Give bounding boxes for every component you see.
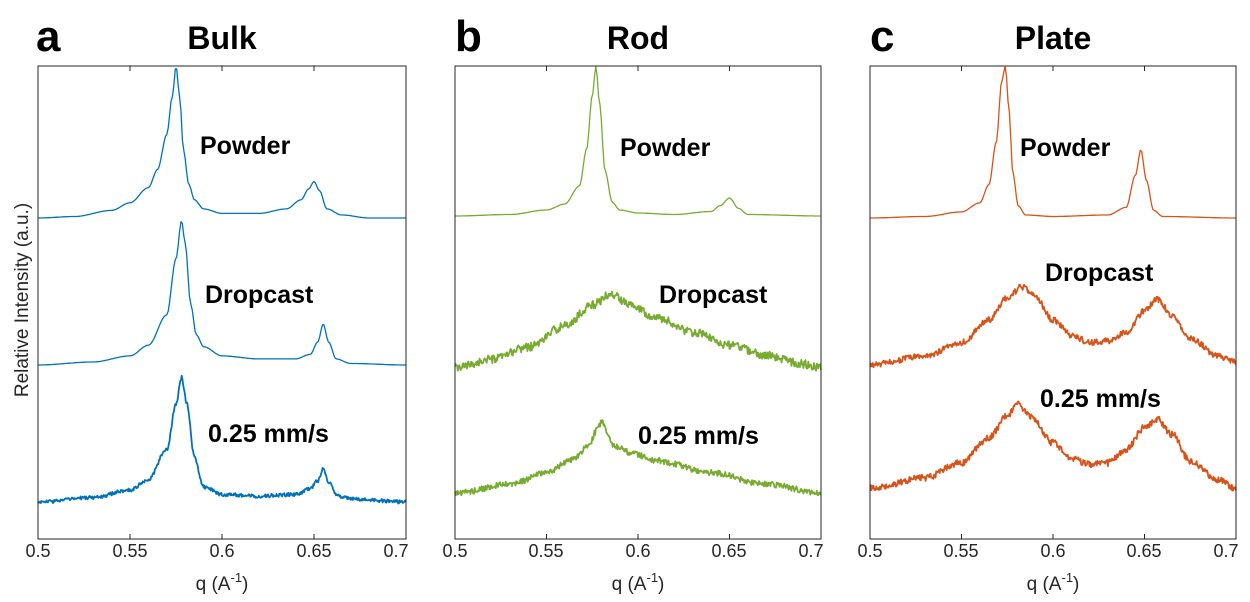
- panel-title: Rod: [607, 20, 669, 56]
- panel-title: Bulk: [187, 20, 257, 56]
- panel-a: a Bulk Powder Dropcast 0.25 mm/s 0.5 0.5…: [25, 12, 408, 595]
- panel-c: c Plate Powder Dropcast 0.25 mm/s 0.5 0.…: [857, 12, 1238, 595]
- x-tick-marks: [454, 66, 822, 539]
- x-tick-marks: [869, 66, 1237, 539]
- x-axis-label: q (A-1): [612, 570, 665, 595]
- curve-label-dropcast: Dropcast: [659, 281, 768, 309]
- series-line-dropcast: [454, 290, 822, 372]
- x-tick-label: 0.7: [1213, 541, 1238, 561]
- plot-area: [37, 68, 407, 505]
- curve-label-powder: Powder: [200, 132, 291, 160]
- x-tick-labels: 0.5 0.55 0.6 0.65 0.7: [442, 541, 823, 561]
- plot-area: [869, 65, 1237, 492]
- curve-label-speed: 0.25 mm/s: [638, 422, 759, 450]
- curve-label-speed: 0.25 mm/s: [208, 420, 329, 448]
- series-line-dropcast: [38, 221, 406, 366]
- plot-area: [454, 65, 822, 497]
- curve-label-dropcast: Dropcast: [1045, 259, 1154, 287]
- x-tick-label: 0.7: [383, 541, 408, 561]
- curve-label-powder: Powder: [1020, 134, 1111, 162]
- x-tick-label: 0.6: [1040, 541, 1065, 561]
- curve-label-powder: Powder: [620, 134, 711, 162]
- x-tick-label: 0.55: [528, 541, 563, 561]
- series-line-dropcast: [869, 283, 1237, 369]
- x-tick-label: 0.55: [112, 541, 147, 561]
- x-tick-labels: 0.5 0.55 0.6 0.65 0.7: [25, 541, 408, 561]
- x-tick-label: 0.5: [25, 541, 50, 561]
- series-line-0-25-mm-s: [37, 374, 407, 505]
- panel-b: b Rod Powder Dropcast 0.25 mm/s 0.5 0.55…: [442, 12, 823, 595]
- series-line-powder: [870, 65, 1236, 219]
- panel-title: Plate: [1015, 20, 1091, 56]
- x-tick-label: 0.6: [209, 541, 234, 561]
- series-line-0-25-mm-s: [869, 400, 1237, 492]
- x-tick-labels: 0.5 0.55 0.6 0.65 0.7: [857, 541, 1238, 561]
- panel-letter: a: [36, 12, 61, 61]
- x-axis-label: q (A-1): [1027, 570, 1080, 595]
- series-line-powder: [455, 65, 821, 217]
- x-tick-label: 0.65: [1126, 541, 1161, 561]
- x-tick-label: 0.6: [625, 541, 650, 561]
- x-tick-label: 0.7: [798, 541, 823, 561]
- x-tick-label: 0.55: [943, 541, 978, 561]
- curve-label-speed: 0.25 mm/s: [1040, 385, 1161, 413]
- x-tick-marks: [37, 66, 407, 539]
- series-line-powder: [38, 68, 406, 219]
- x-tick-label: 0.5: [442, 541, 467, 561]
- x-tick-label: 0.5: [857, 541, 882, 561]
- x-tick-label: 0.65: [711, 541, 746, 561]
- y-axis-label: Relative Intensity (a.u.): [12, 203, 33, 397]
- panel-letter: c: [870, 12, 894, 61]
- series-line-0-25-mm-s: [454, 419, 822, 497]
- panel-letter: b: [455, 12, 482, 61]
- x-axis-label: q (A-1): [196, 570, 249, 595]
- curve-label-dropcast: Dropcast: [205, 281, 314, 309]
- x-tick-label: 0.65: [296, 541, 331, 561]
